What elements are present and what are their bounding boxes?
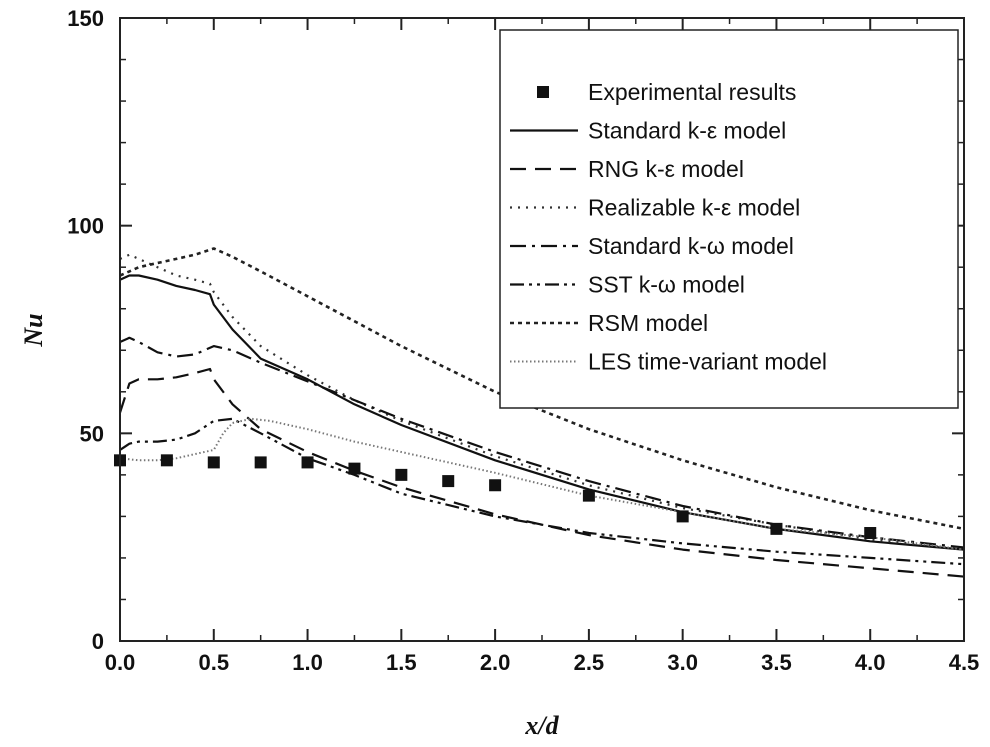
x-tick-label: 0.0 [105,650,136,675]
data-point-marker [348,462,361,475]
legend-box [499,29,959,409]
legend-items: Experimental results Standard k-ε model RN… [510,79,827,375]
x-tick-label: 4.0 [855,650,886,675]
x-tick-label: 2.5 [574,650,605,675]
data-point-marker [395,468,408,481]
legend-label-standard-k-model: Standard k-ε model [588,118,786,144]
legend-label-experimental-results: Experimental results [588,79,796,105]
data-point-marker [254,456,267,469]
x-tick-label: 1.5 [386,650,417,675]
y-axis-label: Nu [19,313,48,347]
x-tick-label: 2.0 [480,650,511,675]
x-axis-label: x/d [524,711,559,740]
y-tick-label: 50 [80,421,104,446]
data-point-marker [442,475,455,488]
x-tick-label: 3.0 [667,650,698,675]
x-tick-label: 4.5 [949,650,980,675]
legend-label-rsm-model: RSM model [588,310,708,336]
data-point-marker [676,510,689,523]
data-point-marker [160,454,173,467]
legend: Experimental results Standard k-ε model RN… [499,29,959,409]
plot-area [114,17,965,642]
data-point-marker [770,522,783,535]
series-line-les-time-variant-model [119,417,965,551]
data-point-marker [864,527,877,540]
data-point-marker [207,456,220,469]
series-group [114,247,965,578]
x-tick-label: 0.5 [198,650,229,675]
series-line-realizable-k-model [119,253,965,551]
y-tick-label: 0 [92,629,104,654]
data-point-marker [489,479,502,492]
legend-marker-experimental-results [537,86,549,98]
ticks-group [119,17,965,642]
series-line-sst-k-model [119,417,965,566]
data-point-marker [301,456,314,469]
legend-label-standard-k-model: Standard k-ω model [588,233,794,259]
x-tick-label: 1.0 [292,650,323,675]
y-tick-label: 100 [67,214,104,239]
y-tick-label: 150 [67,6,104,31]
legend-label-sst-k-model: SST k-ω model [588,272,745,298]
legend-label-les-time-variant-model: LES time-variant model [588,349,827,375]
legend-label-rng-k-model: RNG k-ε model [588,156,744,182]
x-tick-label: 3.5 [761,650,792,675]
legend-label-realizable-k-model: Realizable k-ε model [588,195,800,221]
data-point-marker [582,489,595,502]
series-line-rsm-model [119,247,965,531]
series-line-standard-k-model [119,336,965,549]
series-line-rng-k-model [118,367,965,578]
tick-labels: 0.0 0.5 1.0 1.5 2.0 2.5 3.0 3.5 4.0 4.5 0 50 100 150 [67,6,979,675]
